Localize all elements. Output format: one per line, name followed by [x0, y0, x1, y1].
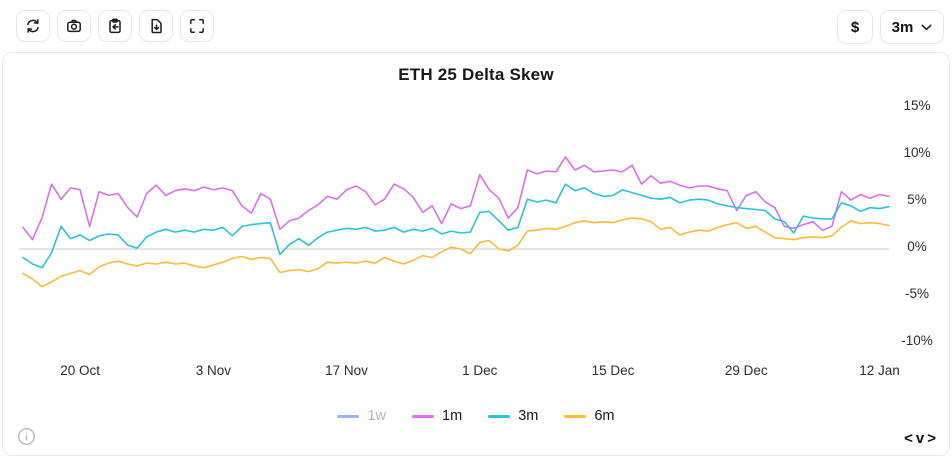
legend: 1w 1m 3m 6m — [3, 408, 949, 424]
chart-title: ETH 25 Delta Skew — [398, 65, 554, 84]
fullscreen-icon — [189, 18, 205, 34]
x-tick-label: 15 Dec — [591, 363, 635, 378]
pager-next-button[interactable]: > — [927, 430, 936, 447]
y-tick-label: -10% — [901, 333, 933, 348]
series-line-6m — [22, 217, 890, 288]
timeframe-select[interactable]: 3m — [880, 10, 944, 44]
camera-button[interactable] — [57, 10, 91, 42]
plot-svg[interactable] — [3, 53, 951, 457]
x-tick-label: 29 Dec — [724, 363, 768, 378]
chevron-down-icon — [921, 24, 932, 31]
y-tick-label: 5% — [907, 192, 927, 207]
legend-item-1m[interactable]: 1m — [412, 408, 462, 424]
x-tick-label: 1 Dec — [462, 363, 498, 378]
legend-item-1w[interactable]: 1w — [337, 408, 386, 424]
refresh-button[interactable] — [16, 10, 50, 42]
x-tick-label: 12 Jan — [859, 363, 900, 378]
legend-swatch — [337, 414, 360, 418]
legend-label: 6m — [594, 408, 615, 424]
legend-item-6m[interactable]: 6m — [564, 408, 615, 424]
chart-card: ETH 25 Delta Skew 15% 10% 5% 0% -5% -10% 20 O… — [2, 52, 950, 456]
legend-item-3m[interactable]: 3m — [488, 408, 538, 424]
y-tick-label: 15% — [903, 98, 931, 113]
camera-icon — [66, 18, 82, 34]
copy-to-clipboard-button[interactable] — [98, 10, 132, 42]
currency-toggle-button[interactable]: $ — [837, 10, 873, 44]
x-tick-label: 3 Nov — [195, 363, 231, 378]
legend-swatch — [564, 414, 587, 418]
y-tick-label: 10% — [903, 145, 931, 160]
refresh-icon — [25, 18, 41, 34]
chart-pager: < v > — [904, 430, 936, 448]
legend-label: 3m — [518, 408, 539, 424]
file-download-icon — [148, 18, 164, 34]
y-tick-label: -5% — [904, 286, 929, 301]
toolbar-left-group — [16, 10, 214, 42]
x-tick-label: 20 Oct — [60, 363, 100, 378]
y-tick-label: 0% — [907, 239, 927, 254]
pager-toggle-button[interactable]: v — [915, 430, 925, 447]
legend-label: 1w — [367, 408, 387, 424]
legend-swatch — [412, 414, 435, 418]
series-line-1m — [22, 156, 890, 241]
x-tick-label: 17 Nov — [325, 363, 368, 378]
download-button[interactable] — [139, 10, 173, 42]
info-icon — [17, 427, 36, 446]
pager-prev-button[interactable]: < — [904, 430, 913, 447]
toolbar: $ 3m — [16, 10, 944, 44]
fullscreen-button[interactable] — [180, 10, 214, 42]
toolbar-right-group: $ 3m — [837, 10, 944, 44]
timeframe-value: 3m — [891, 18, 914, 36]
legend-label: 1m — [442, 408, 463, 424]
series-line-3m — [22, 183, 890, 269]
clipboard-import-icon — [107, 18, 123, 34]
legend-swatch — [488, 414, 511, 418]
info-button[interactable] — [17, 427, 36, 446]
